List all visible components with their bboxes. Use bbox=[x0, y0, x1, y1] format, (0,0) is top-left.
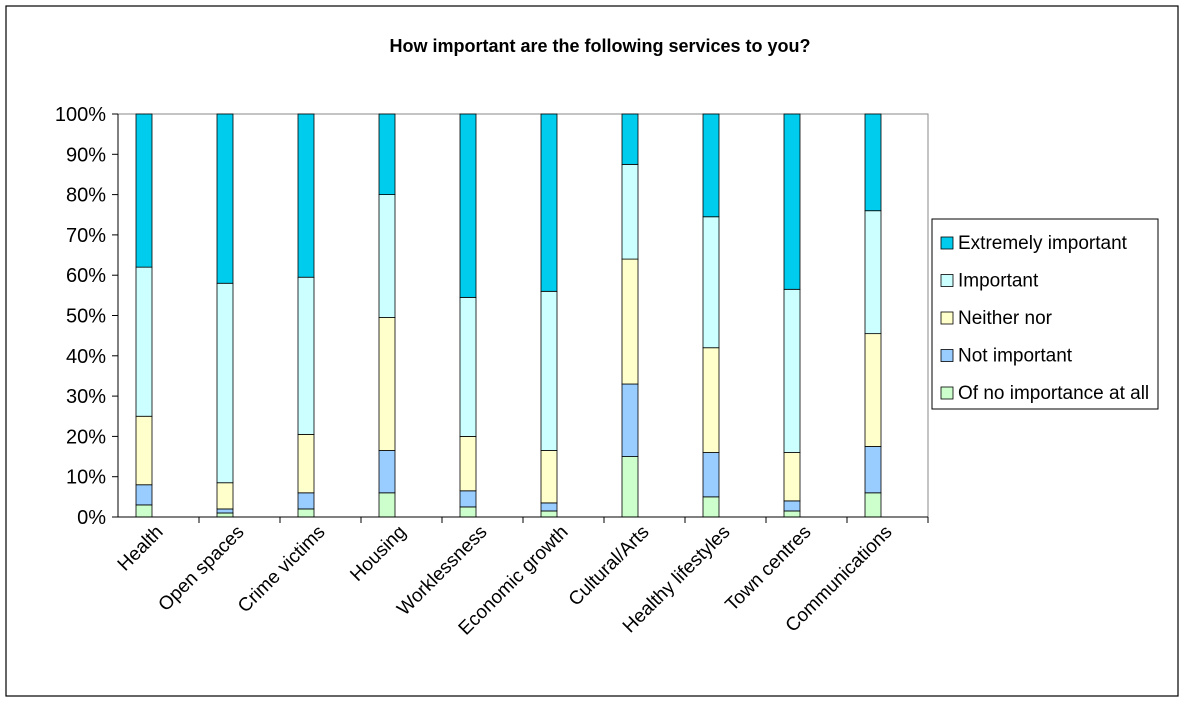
bar-segment bbox=[783, 113, 801, 290]
legend-label: Of no importance at all bbox=[958, 383, 1149, 404]
bar-segment bbox=[621, 456, 639, 518]
y-tick-label: 100% bbox=[55, 104, 106, 126]
bar-segment bbox=[540, 502, 558, 512]
legend-swatch bbox=[940, 386, 954, 400]
bar-segment bbox=[297, 508, 315, 518]
bar-segment bbox=[297, 492, 315, 510]
bar-segment bbox=[864, 333, 882, 447]
y-tick-label: 30% bbox=[66, 386, 106, 408]
legend-box bbox=[931, 218, 1159, 410]
chart-title: How important are the following services… bbox=[389, 36, 810, 56]
bar-segment bbox=[297, 433, 315, 494]
bar-segment bbox=[540, 113, 558, 292]
bar-segment bbox=[216, 508, 234, 514]
bar-segment bbox=[297, 113, 315, 278]
plot-area bbox=[117, 113, 929, 518]
y-tick-label: 90% bbox=[66, 144, 106, 166]
bar-segment bbox=[621, 113, 639, 165]
bar-segment bbox=[540, 290, 558, 451]
y-axis: 0% 10% 20% 30% 40% 50% 60% 70% 80% 90% 100% bbox=[55, 104, 119, 529]
bar-segment bbox=[702, 113, 720, 218]
bar-segment bbox=[864, 492, 882, 518]
bar-segment bbox=[135, 504, 153, 518]
legend-label: Important bbox=[958, 271, 1039, 292]
y-tick-label: 50% bbox=[66, 306, 106, 328]
legend-swatch bbox=[940, 236, 954, 250]
bar-segment bbox=[621, 258, 639, 385]
bar-segment bbox=[540, 450, 558, 504]
bar-segment bbox=[135, 415, 153, 486]
bar-segment bbox=[540, 510, 558, 518]
bars bbox=[135, 113, 882, 518]
bar-segment bbox=[702, 452, 720, 498]
bar-segment bbox=[864, 210, 882, 335]
legend: Extremely important Important Neither nor N… bbox=[931, 218, 1159, 410]
bar-segment bbox=[783, 500, 801, 512]
bar-segment bbox=[378, 492, 396, 518]
bar-segment bbox=[621, 163, 639, 260]
bar-segment bbox=[783, 288, 801, 453]
bar-segment bbox=[378, 317, 396, 451]
bar-segment bbox=[135, 113, 153, 268]
y-tick-label: 10% bbox=[66, 467, 106, 489]
legend-swatch bbox=[940, 349, 954, 362]
bar-segment bbox=[459, 435, 477, 492]
bar-segment bbox=[135, 266, 153, 417]
bar-segment bbox=[135, 484, 153, 506]
bar-segment bbox=[702, 347, 720, 453]
bar-segment bbox=[378, 194, 396, 318]
y-tick-label: 60% bbox=[66, 265, 106, 287]
bar-segment bbox=[864, 113, 882, 212]
bar-segment bbox=[702, 216, 720, 349]
legend-swatch bbox=[940, 274, 954, 287]
y-tick-label: 20% bbox=[66, 426, 106, 448]
bar-segment bbox=[459, 113, 477, 298]
bar-segment bbox=[783, 510, 801, 518]
bar-segment bbox=[702, 496, 720, 518]
bar-segment bbox=[216, 282, 234, 484]
y-tick-label: 0% bbox=[77, 507, 106, 529]
bar-segment bbox=[378, 113, 396, 195]
bar-segment bbox=[459, 296, 477, 437]
y-tick-label: 80% bbox=[66, 185, 106, 207]
bar-segment bbox=[864, 446, 882, 494]
legend-label: Not important bbox=[958, 346, 1073, 367]
legend-swatch bbox=[940, 311, 954, 325]
legend-label: Extremely important bbox=[958, 233, 1128, 254]
bar-segment bbox=[378, 450, 396, 494]
bar-segment bbox=[297, 276, 315, 435]
y-tick-label: 40% bbox=[66, 346, 106, 368]
bar-segment bbox=[216, 482, 234, 510]
y-tick-label: 70% bbox=[66, 225, 106, 247]
bar-segment bbox=[621, 383, 639, 457]
bar-segment bbox=[459, 490, 477, 508]
legend-label: Neither nor bbox=[958, 308, 1053, 329]
bar-segment bbox=[459, 506, 477, 518]
bar-segment bbox=[216, 512, 234, 518]
bar-segment bbox=[783, 452, 801, 502]
bar-segment bbox=[216, 113, 234, 284]
